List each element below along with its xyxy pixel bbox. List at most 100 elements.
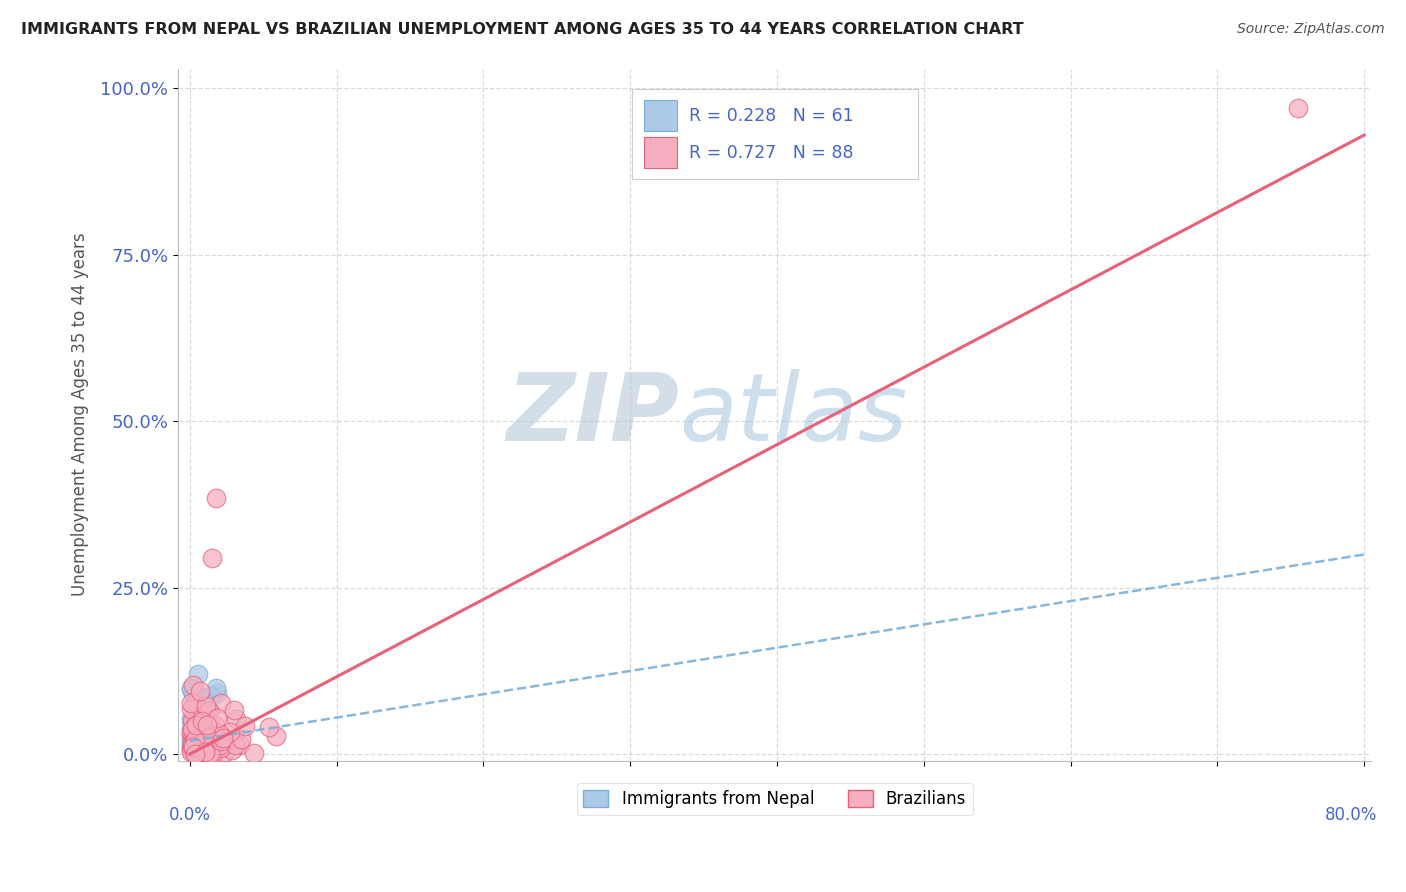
Point bbox=[180, 739, 202, 754]
Point bbox=[180, 745, 202, 759]
Point bbox=[198, 716, 221, 731]
Point bbox=[186, 687, 208, 701]
Point bbox=[204, 718, 226, 732]
Point bbox=[184, 718, 207, 732]
Point bbox=[181, 713, 204, 727]
Legend: Immigrants from Nepal, Brazilians: Immigrants from Nepal, Brazilians bbox=[576, 783, 973, 814]
Point bbox=[188, 743, 211, 757]
Point bbox=[183, 692, 205, 706]
Point bbox=[181, 739, 204, 754]
Point bbox=[184, 729, 207, 743]
Point bbox=[205, 491, 228, 505]
Point bbox=[200, 735, 222, 749]
Point bbox=[187, 732, 209, 747]
Point bbox=[183, 733, 205, 747]
Point bbox=[190, 737, 212, 751]
Point bbox=[183, 745, 205, 759]
Text: R = 0.228   N = 61: R = 0.228 N = 61 bbox=[689, 107, 853, 125]
Point bbox=[184, 745, 207, 759]
FancyBboxPatch shape bbox=[644, 137, 676, 169]
Point bbox=[180, 741, 202, 756]
Point bbox=[184, 698, 207, 712]
Point bbox=[198, 740, 221, 755]
Point bbox=[231, 731, 253, 746]
Point bbox=[200, 690, 222, 704]
Point bbox=[186, 729, 208, 743]
Point bbox=[180, 735, 202, 749]
Point bbox=[180, 716, 202, 731]
Point bbox=[183, 738, 205, 752]
Point bbox=[181, 687, 204, 701]
Point bbox=[191, 742, 214, 756]
Point bbox=[221, 742, 243, 756]
Point bbox=[188, 684, 211, 698]
Point bbox=[181, 720, 204, 734]
Point bbox=[180, 681, 202, 696]
Text: 80.0%: 80.0% bbox=[1324, 805, 1378, 824]
Point bbox=[180, 724, 202, 739]
Point bbox=[180, 732, 202, 747]
Point bbox=[186, 724, 208, 739]
Point bbox=[191, 706, 214, 721]
Point bbox=[188, 741, 211, 756]
Point bbox=[181, 716, 204, 731]
Y-axis label: Unemployment Among Ages 35 to 44 years: Unemployment Among Ages 35 to 44 years bbox=[72, 233, 89, 597]
Point bbox=[186, 735, 208, 749]
Point bbox=[183, 723, 205, 737]
Point bbox=[195, 736, 218, 750]
Point bbox=[194, 699, 217, 714]
Point bbox=[195, 730, 218, 744]
Point bbox=[183, 741, 205, 756]
Point bbox=[222, 703, 245, 717]
Point bbox=[186, 747, 208, 761]
Point bbox=[212, 731, 235, 746]
Point bbox=[180, 739, 202, 754]
Point bbox=[208, 726, 231, 740]
Text: IMMIGRANTS FROM NEPAL VS BRAZILIAN UNEMPLOYMENT AMONG AGES 35 TO 44 YEARS CORREL: IMMIGRANTS FROM NEPAL VS BRAZILIAN UNEMP… bbox=[21, 22, 1024, 37]
FancyBboxPatch shape bbox=[644, 100, 676, 131]
Point bbox=[183, 709, 205, 723]
Point bbox=[183, 745, 205, 759]
Point bbox=[209, 733, 232, 747]
Point bbox=[197, 705, 219, 719]
Point bbox=[197, 710, 219, 724]
Point bbox=[181, 741, 204, 756]
Point bbox=[195, 738, 218, 752]
Point bbox=[198, 742, 221, 756]
Point bbox=[187, 709, 209, 723]
Point bbox=[181, 699, 204, 714]
Point bbox=[195, 717, 218, 731]
Point bbox=[181, 678, 204, 692]
Point bbox=[195, 718, 218, 732]
Point bbox=[214, 745, 236, 759]
Point bbox=[190, 736, 212, 750]
Point bbox=[202, 731, 225, 746]
Point bbox=[224, 739, 246, 753]
FancyBboxPatch shape bbox=[631, 89, 918, 179]
Point bbox=[181, 739, 204, 754]
Point bbox=[183, 721, 205, 735]
Point bbox=[184, 739, 207, 754]
Point bbox=[186, 725, 208, 739]
Point bbox=[184, 744, 207, 758]
Point bbox=[257, 720, 280, 734]
Point bbox=[215, 735, 238, 749]
Point bbox=[184, 718, 207, 732]
Point bbox=[233, 719, 256, 733]
Point bbox=[191, 736, 214, 750]
Point bbox=[198, 714, 221, 728]
Point bbox=[193, 738, 215, 752]
Point bbox=[183, 726, 205, 740]
Point bbox=[208, 738, 231, 752]
Point bbox=[191, 709, 214, 723]
Text: atlas: atlas bbox=[679, 369, 907, 460]
Point bbox=[195, 735, 218, 749]
Point bbox=[193, 704, 215, 718]
Point bbox=[191, 714, 214, 729]
Point bbox=[184, 733, 207, 747]
Point bbox=[180, 723, 202, 737]
Point bbox=[183, 729, 205, 743]
Point bbox=[209, 741, 232, 756]
Text: ZIP: ZIP bbox=[506, 368, 679, 460]
Point bbox=[180, 681, 202, 695]
